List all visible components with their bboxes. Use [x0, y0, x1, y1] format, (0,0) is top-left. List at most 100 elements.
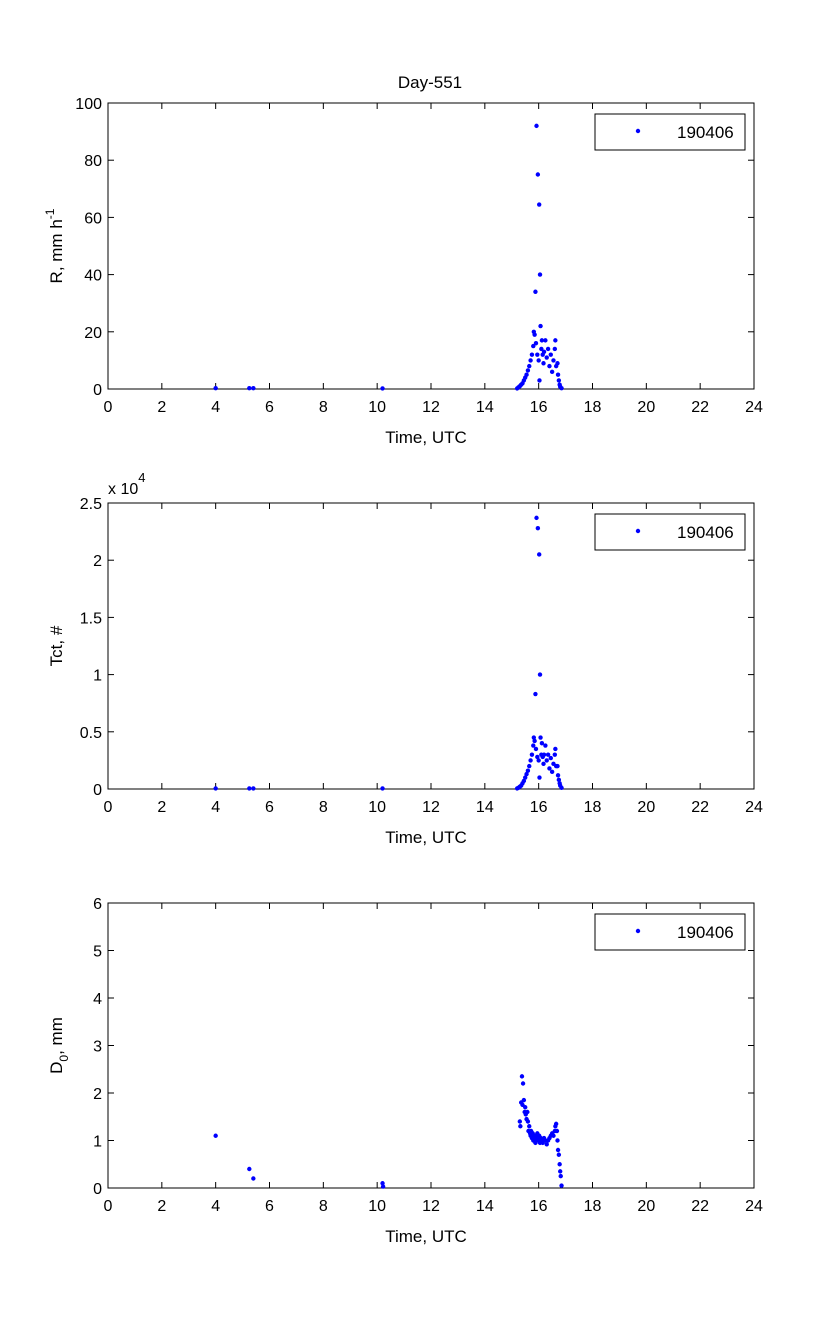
- data-point: [555, 361, 560, 366]
- data-point: [548, 352, 553, 357]
- data-point: [524, 771, 529, 777]
- y-tick-label: 3: [93, 1039, 102, 1056]
- x-tick-label: 6: [265, 399, 274, 416]
- data-point: [538, 735, 543, 740]
- data-point: [247, 385, 252, 391]
- x-tick-label: 18: [584, 1198, 602, 1215]
- x-axis-label: Time, UTC: [385, 828, 467, 847]
- y-tick-label: 2: [93, 553, 102, 570]
- data-point: [552, 752, 558, 757]
- data-point: [380, 386, 385, 391]
- y-tick-label: 2: [93, 1086, 102, 1103]
- data-point: [551, 358, 556, 363]
- legend-entry: 190406: [677, 123, 734, 142]
- y-tick-label: 6: [93, 896, 102, 913]
- data-point: [547, 363, 552, 369]
- y-axis-label: Tct, #: [47, 625, 66, 666]
- data-point: [558, 1169, 563, 1174]
- x-tick-label: 2: [157, 399, 166, 416]
- data-point: [549, 769, 555, 775]
- data-point: [537, 202, 542, 207]
- y-axis-label: D0, mm: [47, 1017, 71, 1074]
- x-tick-label: 4: [211, 1198, 220, 1215]
- data-point: [535, 754, 540, 760]
- data-point: [552, 346, 558, 352]
- data-point: [527, 763, 532, 769]
- data-point: [251, 385, 256, 391]
- legend-entry: 190406: [677, 523, 734, 542]
- data-point: [553, 338, 558, 343]
- legend-marker: [635, 528, 641, 534]
- series-190406: [213, 123, 564, 391]
- data-point: [539, 741, 545, 746]
- data-point: [555, 763, 560, 769]
- data-point: [247, 1166, 252, 1172]
- data-point: [537, 775, 542, 780]
- y-exponent-label: x 104: [108, 470, 145, 498]
- y-tick-label: 0: [93, 1181, 102, 1198]
- data-point: [518, 1124, 523, 1129]
- x-tick-label: 4: [211, 399, 220, 416]
- x-tick-label: 24: [745, 1198, 763, 1215]
- data-point: [543, 338, 548, 343]
- data-point: [523, 775, 528, 780]
- data-point: [539, 346, 544, 352]
- data-point: [529, 752, 535, 757]
- x-tick-label: 20: [637, 799, 655, 816]
- x-tick-label: 20: [637, 399, 655, 416]
- x-tick-label: 20: [637, 1198, 655, 1215]
- data-point: [380, 786, 385, 791]
- data-point: [555, 1138, 560, 1143]
- x-tick-label: 2: [157, 799, 166, 816]
- data-point: [533, 691, 538, 697]
- data-point: [551, 1133, 556, 1138]
- x-tick-label: 22: [691, 399, 709, 416]
- y-tick-label: 60: [84, 210, 102, 227]
- x-tick-label: 0: [104, 1198, 113, 1215]
- x-tick-label: 24: [745, 799, 763, 816]
- data-point: [525, 368, 531, 373]
- data-point: [536, 758, 541, 763]
- data-point: [544, 758, 549, 763]
- data-point: [544, 1142, 549, 1147]
- series-190406: [213, 515, 564, 791]
- y-tick-label: 2.5: [80, 496, 102, 513]
- y-tick-label: 100: [75, 96, 102, 113]
- data-point: [539, 338, 545, 343]
- data-point: [251, 786, 256, 791]
- legend-entry: 190406: [677, 923, 734, 942]
- data-point: [553, 746, 558, 752]
- series-190406: [213, 1074, 564, 1189]
- x-tick-label: 16: [530, 1198, 548, 1215]
- y-tick-label: 20: [84, 325, 102, 342]
- x-tick-label: 14: [476, 799, 494, 816]
- data-point: [556, 378, 562, 383]
- x-tick-label: 18: [584, 799, 602, 816]
- data-point: [537, 552, 542, 557]
- x-tick-label: 18: [584, 399, 602, 416]
- data-point: [559, 785, 564, 791]
- y-tick-label: 1.5: [80, 610, 102, 627]
- data-point: [557, 1162, 562, 1167]
- data-point: [531, 343, 536, 349]
- x-tick-label: 16: [530, 399, 548, 416]
- y-tick-label: 0: [93, 382, 102, 399]
- data-point: [548, 755, 553, 761]
- data-point: [521, 1097, 527, 1103]
- data-point: [559, 385, 564, 391]
- x-axis-label: Time, UTC: [385, 1227, 467, 1246]
- x-tick-label: 10: [368, 799, 386, 816]
- data-point: [534, 515, 539, 521]
- data-point: [555, 372, 561, 377]
- data-point: [213, 385, 218, 391]
- data-point: [535, 525, 541, 531]
- y-tick-label: 40: [84, 268, 102, 285]
- data-point: [525, 1119, 531, 1124]
- x-tick-label: 0: [104, 399, 113, 416]
- x-tick-label: 6: [265, 1198, 274, 1215]
- legend-box: [594, 913, 746, 951]
- data-point: [213, 786, 218, 791]
- legend-box: [594, 113, 746, 151]
